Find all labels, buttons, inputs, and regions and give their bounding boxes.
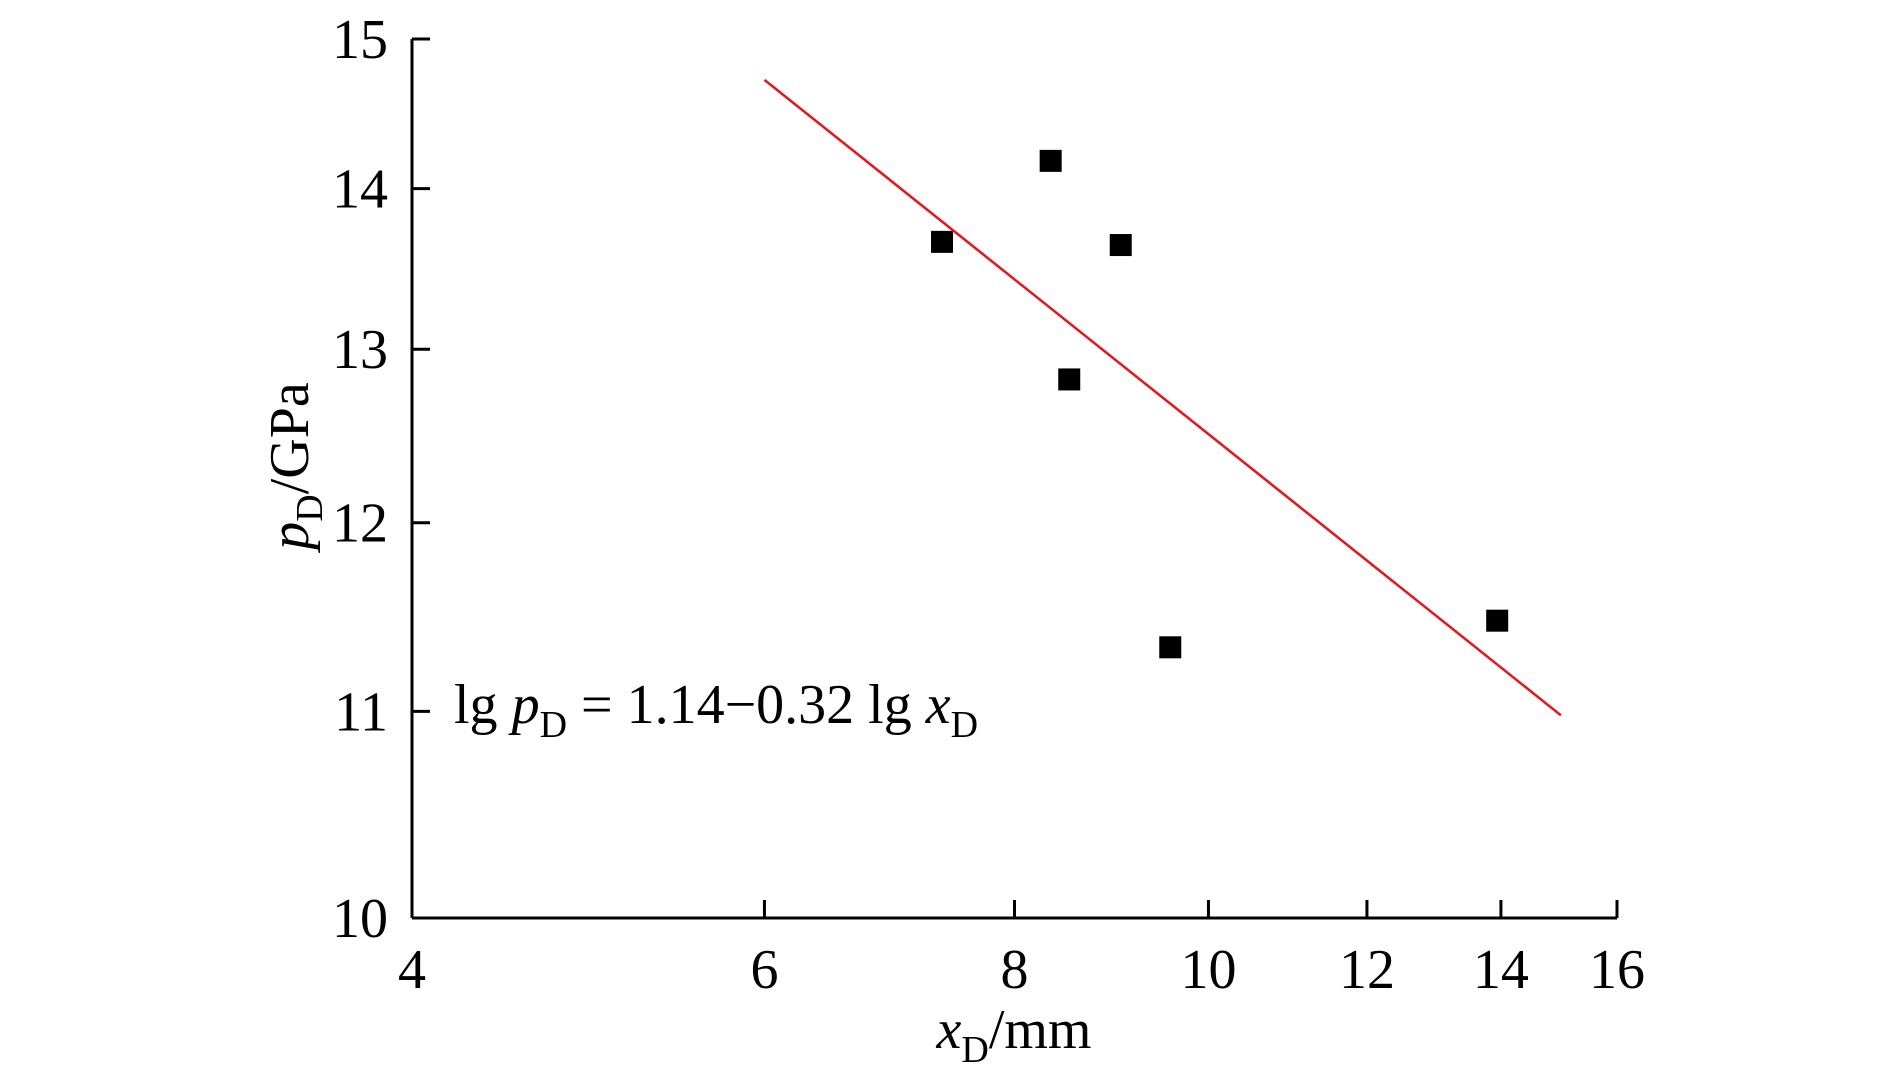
x-axis-label-part: /mm [989, 999, 1092, 1061]
marker [1058, 368, 1081, 391]
y-axis-label-part: /GPa [259, 382, 321, 494]
annotation: lg pD = 1.14−0.32 lg xD [454, 674, 978, 746]
x-axis-label: xD/mm [936, 999, 1092, 1071]
x-axis-label-part: D [961, 1029, 988, 1071]
marker [931, 230, 954, 253]
x-tick-label: 14 [1473, 939, 1529, 1001]
x-tick-label: 12 [1339, 939, 1395, 1001]
x-tick-label: 16 [1589, 939, 1645, 1001]
annotation-part: D [951, 704, 978, 746]
annotation-part: = 1.14−0.32 lg [567, 674, 926, 736]
annotation-part: x [925, 674, 951, 736]
marker [1486, 609, 1509, 632]
y-tick-label: 13 [332, 319, 388, 381]
y-tick-label: 11 [334, 681, 388, 743]
y-axis-label: pD/GPa [259, 382, 331, 554]
marker [1039, 149, 1062, 172]
x-tick-label: 6 [750, 939, 778, 1001]
annotation-part: D [540, 704, 567, 746]
x-tick-label: 4 [398, 939, 426, 1001]
x-tick-label: 8 [1001, 939, 1029, 1001]
x-tick-label: 10 [1180, 939, 1236, 1001]
annotation-part: lg [454, 674, 512, 736]
fit-line [763, 78, 1562, 717]
y-tick-label: 15 [332, 9, 388, 71]
y-axis-label-part: D [289, 494, 331, 521]
marker [1109, 234, 1132, 257]
annotation-part: p [508, 674, 540, 736]
y-tick-label: 12 [332, 493, 388, 555]
y-axis-label-part: p [259, 522, 321, 554]
y-tick-label: 10 [332, 888, 388, 950]
x-axis-label-part: x [936, 999, 962, 1061]
marker [1159, 636, 1182, 659]
y-tick-label: 14 [332, 159, 388, 221]
